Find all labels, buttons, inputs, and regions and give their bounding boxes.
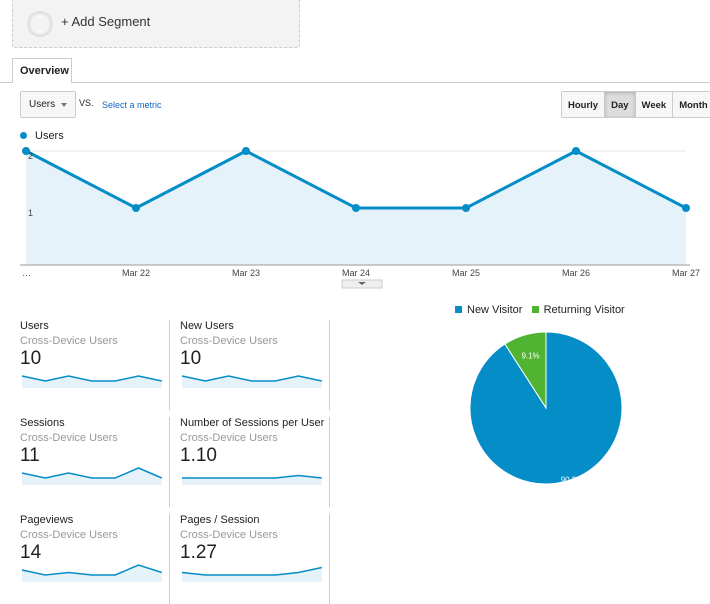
metric-select-value: Users <box>29 99 56 110</box>
metric-value: 1.10 <box>180 445 217 466</box>
sparkline-area <box>22 565 162 582</box>
select-metric-link[interactable]: Select a metric <box>102 100 162 110</box>
legend-square-icon <box>455 306 462 313</box>
metric-value: 14 <box>20 542 42 563</box>
legend-new-visitor: New Visitor <box>467 304 523 316</box>
x-tick-label: Mar 25 <box>452 268 480 278</box>
legend-label: Users <box>35 130 64 142</box>
metric-title: Pages / Session <box>180 514 260 526</box>
sparkline-line <box>21 467 162 479</box>
metric-segment: Cross-Device Users <box>20 335 118 347</box>
metric-segment: Cross-Device Users <box>180 432 278 444</box>
month-button[interactable]: Month <box>672 92 710 117</box>
x-tick-label: Mar 22 <box>122 268 150 278</box>
sparkline-line <box>181 566 322 576</box>
metric-card[interactable]: Users Cross-Device Users 10 <box>20 320 170 410</box>
x-tick-label: … <box>22 268 31 278</box>
metric-card[interactable]: Number of Sessions per User Cross-Device … <box>180 417 330 507</box>
sparkline-area <box>22 468 162 485</box>
tab-overview[interactable]: Overview <box>12 58 72 83</box>
add-segment-label: + Add Segment <box>61 14 151 29</box>
metric-segment: Cross-Device Users <box>180 335 278 347</box>
metric-segment: Cross-Device Users <box>20 529 118 541</box>
users-line-chart: 1 2 … Mar 22 Mar 23 Mar 24 Mar 25 Mar 26 Mar 27 <box>20 147 700 289</box>
segment-circle-icon <box>27 11 53 37</box>
metric-title: New Users <box>180 320 234 332</box>
y-tick-label: 1 <box>28 208 33 218</box>
metric-title: Users <box>20 320 49 332</box>
sparkline-line <box>21 564 162 576</box>
data-point <box>462 204 470 212</box>
pie-slice-label: 90.9% <box>561 476 584 485</box>
data-point <box>22 147 30 155</box>
y-tick-label: 2 <box>28 151 33 161</box>
x-tick-label: Mar 26 <box>562 268 590 278</box>
pie-legend: New Visitor Returning Visitor <box>455 304 625 316</box>
data-point <box>242 147 250 155</box>
day-button[interactable]: Day <box>604 92 635 117</box>
x-tick-label: Mar 24 <box>342 268 370 278</box>
metric-title: Number of Sessions per User <box>180 417 325 429</box>
data-point <box>572 147 580 155</box>
sparkline <box>21 564 162 582</box>
metric-card[interactable]: Pages / Session Cross-Device Users 1.27 <box>180 514 330 604</box>
chevron-down-icon <box>358 282 366 285</box>
visitor-pie-chart: 9.1% 90.9% <box>469 331 623 485</box>
metric-card[interactable]: Sessions Cross-Device Users 11 <box>20 417 170 507</box>
sparkline <box>181 375 322 388</box>
metric-value: 1.27 <box>180 542 217 563</box>
sparkline <box>21 467 162 485</box>
hourly-button[interactable]: Hourly <box>562 92 605 117</box>
sparkline-area <box>22 376 162 388</box>
metric-segment: Cross-Device Users <box>180 529 278 541</box>
metric-value: 10 <box>180 348 202 369</box>
metric-value: 11 <box>20 445 40 466</box>
sparkline-area <box>182 376 322 388</box>
metric-segment: Cross-Device Users <box>20 432 118 444</box>
metric-title: Pageviews <box>20 514 74 526</box>
sparkline-line <box>181 375 322 382</box>
metric-select[interactable]: Users <box>20 91 76 118</box>
sparkline-line <box>21 375 162 382</box>
legend-dot-icon <box>20 132 27 139</box>
legend-returning-visitor: Returning Visitor <box>543 304 625 316</box>
add-segment-button[interactable]: + Add Segment <box>12 0 300 48</box>
sparkline <box>182 474 322 485</box>
chevron-down-icon <box>61 103 67 110</box>
metric-title: Sessions <box>20 417 65 429</box>
granularity-group: Hourly Day Week Month <box>561 91 710 118</box>
data-point <box>132 204 140 212</box>
sparkline-area <box>182 475 322 485</box>
vs-label: VS. <box>79 98 94 108</box>
data-point <box>352 204 360 212</box>
data-point <box>682 204 690 212</box>
tab-divider <box>0 82 710 83</box>
x-tick-label: Mar 23 <box>232 268 260 278</box>
legend-square-icon <box>531 306 539 313</box>
week-button[interactable]: Week <box>634 92 673 117</box>
x-tick-label: Mar 27 <box>672 268 700 278</box>
sparkline-line <box>182 474 322 479</box>
pie-slice-label: 9.1% <box>521 352 539 361</box>
metric-card[interactable]: New Users Cross-Device Users 10 <box>180 320 330 410</box>
metric-value: 10 <box>20 348 42 369</box>
sparkline-area <box>182 567 322 582</box>
sparkline <box>21 375 162 388</box>
pie-slice <box>469 331 623 485</box>
chart-legend: Users <box>20 130 64 142</box>
metric-card[interactable]: Pageviews Cross-Device Users 14 <box>20 514 170 604</box>
sparkline <box>181 566 322 582</box>
